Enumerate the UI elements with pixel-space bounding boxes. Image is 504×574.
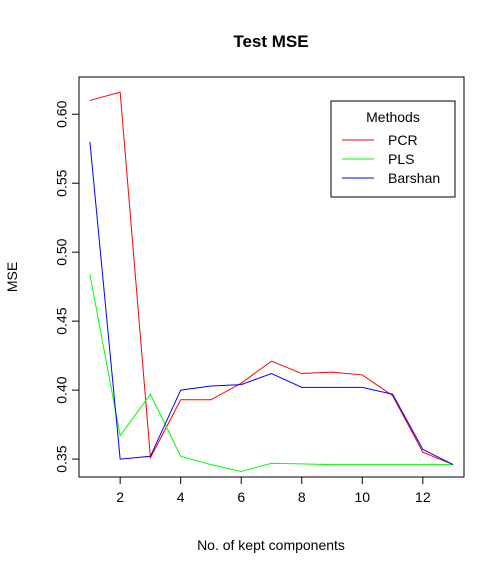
- x-axis: 2 4 6 8 10 12: [116, 477, 431, 505]
- legend-label-pcr: PCR: [388, 132, 418, 148]
- x-tick-label: 12: [415, 489, 431, 505]
- y-tick-label: 0.40: [54, 376, 70, 403]
- legend-label-barshan: Barshan: [388, 170, 440, 186]
- legend-title: Methods: [366, 109, 420, 125]
- legend-label-pls: PLS: [388, 151, 414, 167]
- x-tick-label: 10: [355, 489, 371, 505]
- x-tick-label: 6: [237, 489, 245, 505]
- y-axis: 0.35 0.40 0.45 0.50 0.55 0.60: [54, 100, 79, 472]
- x-tick-label: 4: [177, 489, 185, 505]
- y-tick-label: 0.35: [54, 445, 70, 472]
- y-tick-label: 0.55: [54, 169, 70, 196]
- chart-title: Test MSE: [233, 32, 308, 51]
- y-tick-label: 0.50: [54, 238, 70, 265]
- x-tick-label: 2: [116, 489, 124, 505]
- y-axis-title: MSE: [4, 262, 20, 292]
- series-line-pls: [90, 274, 453, 471]
- y-tick-label: 0.60: [54, 100, 70, 127]
- y-tick-label: 0.45: [54, 307, 70, 334]
- legend: Methods PCR PLS Barshan: [331, 101, 455, 197]
- x-tick-label: 8: [298, 489, 306, 505]
- x-axis-title: No. of kept components: [197, 537, 345, 553]
